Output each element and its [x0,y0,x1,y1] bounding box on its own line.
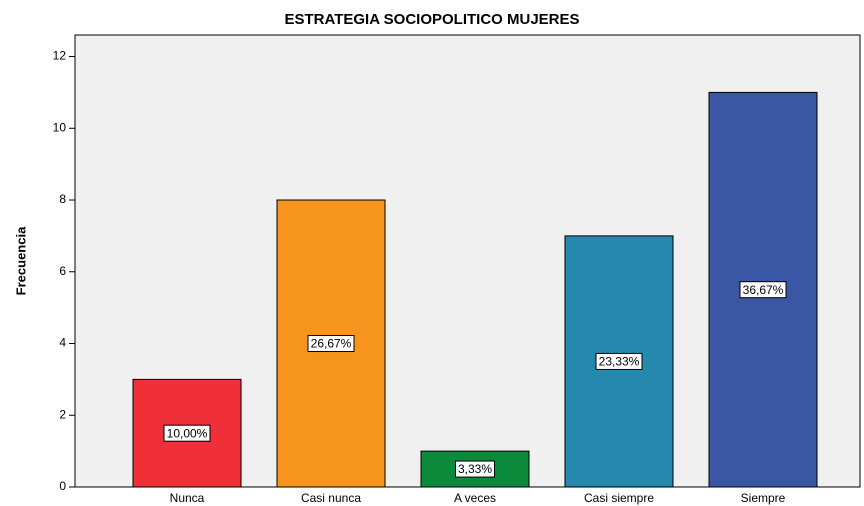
x-tick-label: Casi nunca [301,491,361,505]
y-tick-label: 6 [59,264,66,278]
chart-title: ESTRATEGIA SOCIOPOLITICO MUJERES [284,11,579,28]
bar-label-box [163,424,211,442]
bar-label: 3,33% [458,462,492,476]
y-tick-label: 4 [59,336,66,350]
bar-label-box [455,460,495,478]
x-tick-label: Nunca [170,491,205,505]
bar-label: 26,67% [311,337,352,351]
y-tick-label: 10 [53,120,67,134]
bar-label-box [307,335,355,353]
x-tick-label: Siempre [741,491,786,505]
bar-label: 23,33% [599,355,640,369]
x-tick-label: Casi siempre [584,491,654,505]
bar-label: 10,00% [167,426,208,440]
bar-label: 36,67% [743,283,784,297]
y-axis-label: Frecuencia [13,226,28,295]
bar-label-box [595,352,643,370]
y-tick-label: 12 [53,49,67,63]
y-tick-label: 2 [59,407,66,421]
y-tick-label: 0 [59,479,66,493]
bar-label-box [739,281,787,299]
x-tick-label: A veces [454,491,496,505]
y-tick-label: 8 [59,192,66,206]
